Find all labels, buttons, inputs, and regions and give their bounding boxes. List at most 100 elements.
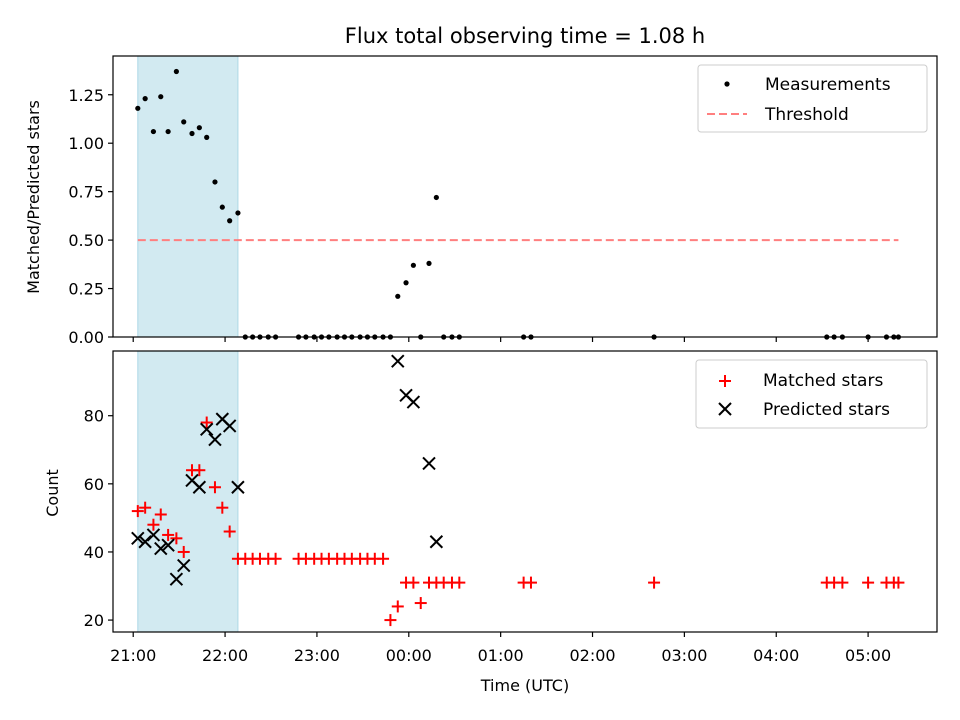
matched-star-point [147,518,160,531]
predicted-star-point [169,572,184,586]
matched-star-point [223,525,236,538]
predicted-star-point [429,535,444,549]
x-tick-label: 04:00 [753,646,799,665]
measurement-point [219,204,225,210]
measurement-point [173,68,179,75]
measurement-point [433,194,439,201]
x-tick-label: 23:00 [294,646,340,665]
legend-matched-label: Matched stars [763,371,883,391]
matched-star-point [391,600,404,613]
matched-star-point [414,597,427,610]
predicted-star-point [406,395,421,409]
legend-measurement-marker [724,81,730,87]
predicted-star-point [138,535,152,549]
matched-star-point [377,552,390,565]
observing-window-span [137,350,239,633]
y-tick-label: 80 [84,407,104,426]
matched-star-point [862,576,875,589]
matched-star-point [269,552,282,565]
y-tick-label: 0.75 [68,183,104,202]
bottom-legend-box [695,359,928,429]
matched-star-point [892,576,905,589]
x-tick-label: 02:00 [569,646,615,665]
legend-predicted-label: Predicted stars [763,400,890,420]
predicted-star-point [192,480,207,494]
top-y-axis-label: Matched/Predicted stars [24,100,43,294]
y-tick-label: 0.00 [68,328,104,347]
legend-predicted-marker [718,402,732,416]
measurement-point [212,179,218,185]
x-axis-label: Time (UTC) [480,676,569,695]
chart-title: Flux total observing time = 1.08 h [345,24,705,48]
matched-star-point [170,532,183,545]
matched-star-point [524,576,537,589]
matched-star-point [453,576,466,589]
bottom-y-axis-label: Count [43,469,62,517]
measurement-point [410,262,416,268]
measurement-point [150,128,157,135]
x-tick-label: 05:00 [845,646,891,665]
top-legend: Measurements Threshold [697,64,928,133]
predicted-star-point [199,422,214,437]
matched-star-point [131,505,144,518]
bottom-panel: 20 40 60 80 21:00 22:00 23:00 00:00 01:00 02:00 0… [43,350,938,695]
predicted-star-point [422,456,436,471]
matched-star-point [200,416,213,429]
top-panel: 0.00 0.25 0.50 0.75 1.00 1.25 Matched/Predict… [24,55,938,347]
bottom-axes-frame [112,350,938,633]
measurement-point [135,105,141,111]
measurement-point [235,210,241,216]
predicted-star-point [177,558,191,573]
measurement-point [196,125,202,131]
y-tick-label: 20 [84,611,104,630]
predicted-star-point [161,538,175,552]
matched-star-point [208,481,221,494]
measurement-point [165,128,171,135]
measurement-point [158,94,164,100]
x-tick-label: 03:00 [661,646,707,665]
top-legend-box [697,64,928,133]
x-tick-label: 00:00 [386,646,432,665]
matched-star-point [648,576,661,589]
y-tick-label: 0.25 [68,280,104,299]
y-tick-label: 40 [84,543,104,562]
matched-star-point [193,464,206,477]
measurement-point [395,293,401,299]
measurement-point [181,119,187,125]
predicted-star-point [146,528,161,542]
matched-star-point [177,545,190,558]
x-tick-label: 21:00 [110,646,156,665]
measurement-point [227,218,233,224]
measurement-point [189,130,195,137]
matched-star-point [384,614,397,627]
legend-matched-marker [719,375,731,387]
y-tick-label: 1.25 [68,86,104,105]
measurement-point [204,134,210,140]
matched-star-point [154,508,167,521]
matched-star-point [407,576,420,589]
bottom-legend: Matched stars Predicted stars [695,359,928,429]
y-tick-label: 60 [84,475,104,494]
matched-star-point [162,528,175,541]
matched-star-point [836,576,849,589]
x-tick-label: 22:00 [202,646,248,665]
legend-threshold-label: Threshold [764,105,849,125]
x-tick-label: 01:00 [478,646,524,665]
legend-measurements-label: Measurements [765,75,891,95]
y-tick-label: 0.50 [68,231,104,250]
predicted-star-point [231,480,245,494]
matched-star-point [216,501,229,514]
matched-star-point [139,501,152,514]
predicted-star-point [208,432,222,447]
predicted-star-point [154,541,168,556]
measurement-point [142,96,148,102]
measurement-point [403,280,409,286]
y-tick-label: 1.00 [68,134,104,153]
predicted-star-point [391,354,405,368]
observing-window-span [137,55,239,338]
predicted-star-point [222,419,237,433]
top-axes-frame [112,55,938,338]
predicted-star-point [131,531,145,546]
measurement-point [426,260,432,266]
